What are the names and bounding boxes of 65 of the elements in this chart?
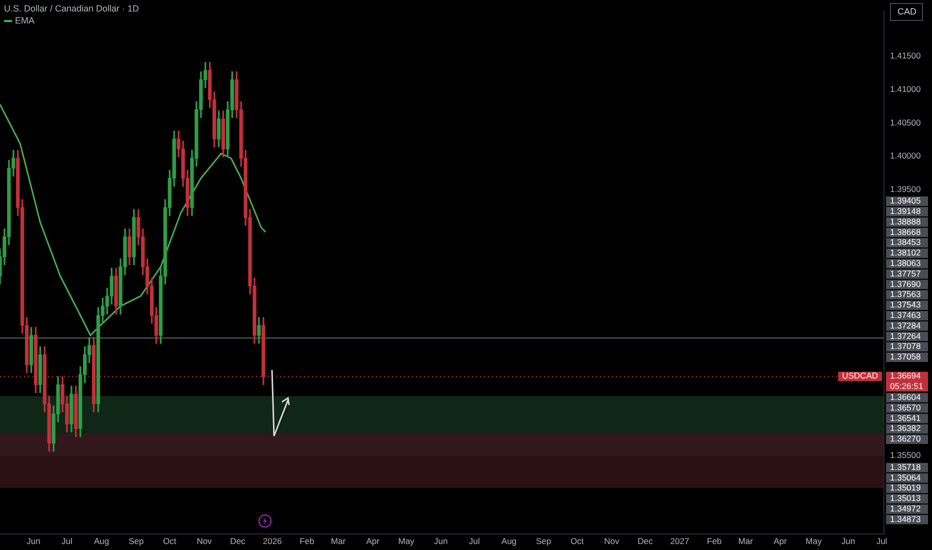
- text: 1.37543: [890, 300, 921, 310]
- text: 1.36382: [890, 423, 921, 434]
- x-tick-label: Mar: [738, 536, 754, 546]
- x-tick-label: Feb: [300, 536, 315, 546]
- text: 1.37058: [890, 352, 921, 362]
- x-tick-label: Jul: [62, 536, 73, 546]
- x-tick-label: Oct: [163, 536, 177, 546]
- text: 1.35718: [890, 462, 921, 472]
- x-tick-label: Jun: [434, 536, 448, 546]
- text: 1.35013: [890, 493, 921, 504]
- x-tick-label: 2026: [262, 536, 282, 546]
- text: 1.37757: [890, 268, 921, 278]
- text: 1.36604: [890, 392, 921, 402]
- text: 1.38102: [890, 248, 921, 258]
- text: 1.37463: [890, 310, 921, 320]
- text: 1.36270: [890, 434, 921, 444]
- y-tick-label: 1.35500: [890, 450, 921, 460]
- text: 1.35019: [890, 482, 921, 493]
- x-tick-label: Dec: [638, 536, 654, 546]
- x-tick-label: Jun: [841, 536, 856, 546]
- text: 1.39405: [890, 196, 921, 206]
- text: 1.37690: [890, 278, 921, 289]
- annotation: USDCAD: [842, 370, 878, 381]
- text: 1.35064: [890, 472, 921, 482]
- x-tick-label: Apr: [774, 536, 787, 546]
- x-tick-label: Jun: [26, 536, 41, 546]
- text: 1.38668: [890, 226, 921, 237]
- ref-line-label: 1.36694: [890, 370, 921, 381]
- text: 1.37563: [890, 289, 921, 300]
- x-tick-label: Aug: [501, 536, 517, 546]
- y-axis-title: CAD: [897, 6, 917, 16]
- x-tick-label: Jul: [468, 536, 480, 546]
- x-tick-label: May: [806, 536, 822, 546]
- x-tick-label: Sep: [536, 536, 552, 546]
- x-tick-label: Aug: [94, 536, 110, 546]
- text: 05:26:51: [890, 381, 924, 392]
- x-tick-label: Oct: [570, 536, 584, 546]
- text: 1.38063: [890, 258, 921, 268]
- text: 1.37078: [890, 341, 921, 352]
- x-tick-label: Feb: [707, 536, 722, 546]
- text: 1.34972: [890, 504, 921, 514]
- x-tick-label: Apr: [366, 536, 380, 546]
- x-tick-label: Nov: [604, 536, 620, 546]
- text: 1.34873: [890, 514, 921, 524]
- x-tick-label: Dec: [230, 536, 246, 546]
- x-tick-label: Mar: [330, 536, 346, 546]
- chart-title: U.S. Dollar / Canadian Dollar · 1D: [4, 3, 140, 14]
- y-tick-label: 1.40500: [890, 117, 921, 128]
- y-tick-label: 1.41500: [890, 50, 921, 61]
- x-tick-label: Jul: [876, 536, 888, 546]
- x-tick-label: 2027: [670, 536, 690, 546]
- text: 1.36541: [890, 412, 921, 423]
- x-tick-label: Nov: [196, 536, 213, 546]
- text: 1.37284: [890, 320, 921, 330]
- text: 1.39148: [890, 206, 921, 216]
- y-tick-label: 1.39500: [890, 184, 921, 194]
- x-tick-label: May: [398, 536, 416, 546]
- text: 1.36570: [890, 402, 921, 412]
- x-tick-label: Sep: [128, 536, 144, 546]
- y-tick-label: 1.41000: [890, 84, 921, 94]
- y-tick-label: 1.40000: [890, 150, 921, 161]
- text: 1.38453: [890, 237, 921, 248]
- text: 1.38888: [890, 216, 921, 226]
- legend-label: EMA: [15, 15, 35, 26]
- text: 1.37264: [890, 330, 921, 341]
